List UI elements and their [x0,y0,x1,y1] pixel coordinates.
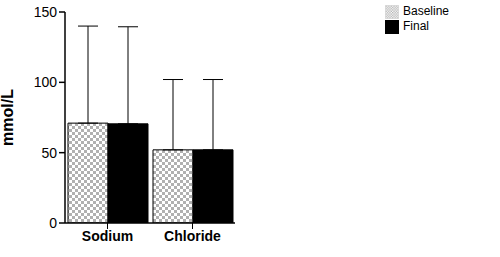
html-text:Final: Final [403,18,429,33]
svg-text:Sodium: Sodium [82,228,133,244]
svg-text:100: 100 [34,74,58,90]
svg-text:150: 150 [34,4,58,20]
html-text:Baseline: Baseline [403,4,449,18]
svg-text:0: 0 [49,215,57,231]
svg-text:mmol/L: mmol/L [8,89,16,146]
svg-text:Chloride: Chloride [164,228,221,244]
svg-text:50: 50 [41,145,57,161]
